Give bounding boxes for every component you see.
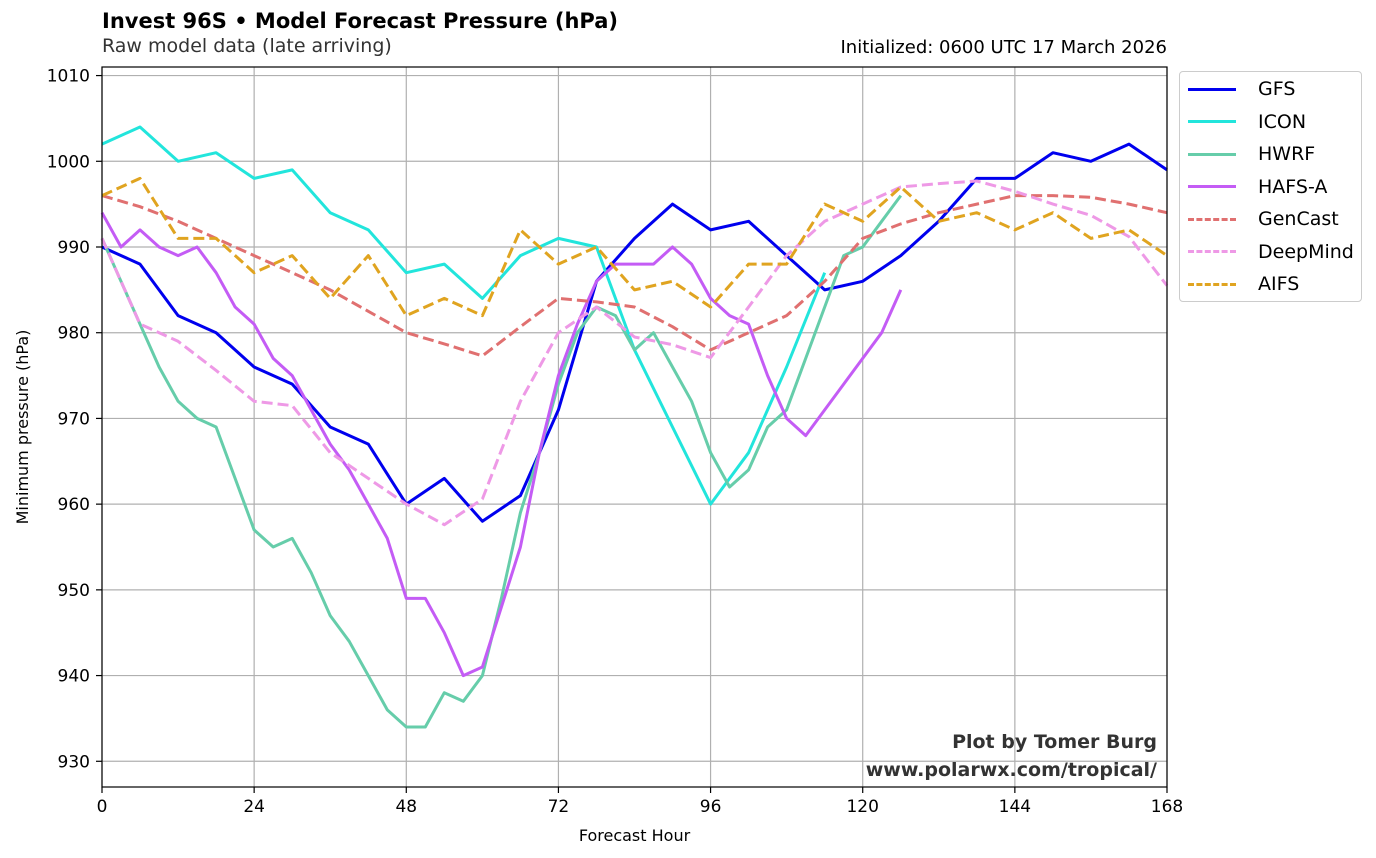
y-tick-label: 970 <box>58 409 90 429</box>
credit-url: www.polarwx.com/tropical/ <box>866 759 1157 781</box>
legend-label: HWRF <box>1258 143 1316 165</box>
y-tick-label: 930 <box>58 752 90 772</box>
legend-label: GenCast <box>1258 208 1339 230</box>
series-line-aifs <box>101 176 1168 318</box>
x-tick-label: 48 <box>395 797 417 817</box>
series-line-icon <box>101 125 827 506</box>
y-tick-label: 1010 <box>47 67 90 87</box>
legend-label: ICON <box>1258 110 1307 133</box>
legend-item-gencast: GenCast <box>1188 204 1339 234</box>
x-tick-label: 144 <box>999 797 1031 817</box>
legend-swatch <box>1188 120 1236 123</box>
chart-title: Invest 96S • Model Forecast Pressure (hP… <box>102 9 619 33</box>
grid-lines <box>101 67 1168 787</box>
y-tick-label: 990 <box>58 238 90 258</box>
legend-item-gfs: GFS <box>1188 74 1295 104</box>
series-line-hafs-a <box>100 211 903 678</box>
x-tick-label: 168 <box>1151 797 1183 817</box>
legend-swatch <box>1188 217 1236 221</box>
y-tick-label: 960 <box>58 495 90 515</box>
axis-ticks: 0 24 48 72 96 120 144 168 930 940 950 960 970 980 990 1… <box>47 67 1183 817</box>
plot-frame <box>101 66 1168 788</box>
chart-subtitle: Raw model data (late arriving) <box>102 35 392 57</box>
legend-item-hwrf: HWRF <box>1188 139 1315 169</box>
x-tick-label: 72 <box>548 797 570 817</box>
legend-swatch <box>1188 152 1236 156</box>
series-line-gfs <box>101 142 1168 523</box>
x-tick-label: 120 <box>846 797 878 817</box>
legend-swatch <box>1188 250 1236 253</box>
legend: GFS ICON HWRF HAFS-A GenCast DeepMind AIFS <box>1179 71 1362 302</box>
x-tick-label: 96 <box>700 797 722 817</box>
legend-item-aifs: AIFS <box>1188 269 1299 299</box>
credit-author: Plot by Tomer Burg <box>952 731 1157 753</box>
legend-label: AIFS <box>1258 273 1300 295</box>
initialized-time: Initialized: 0600 UTC 17 March 2026 <box>840 37 1167 58</box>
x-tick-label: 0 <box>97 797 108 817</box>
legend-label: DeepMind <box>1258 240 1354 263</box>
y-tick-label: 1000 <box>47 152 90 172</box>
legend-item-deepmind: DeepMind <box>1188 237 1354 267</box>
y-tick-label: 950 <box>58 581 90 601</box>
legend-label: GFS <box>1258 78 1296 100</box>
y-tick-label: 940 <box>58 667 90 687</box>
legend-label: HAFS-A <box>1258 175 1328 198</box>
legend-item-icon: ICON <box>1188 107 1306 137</box>
series-line-hwrf <box>100 194 903 729</box>
series-line-deepmind <box>100 179 1169 527</box>
x-axis-label: Forecast Hour <box>579 826 691 845</box>
series-layer <box>100 125 1169 729</box>
y-tick-label: 980 <box>58 324 90 344</box>
x-tick-label: 24 <box>243 797 265 817</box>
legend-item-hafs-a: HAFS-A <box>1188 172 1327 202</box>
series-line-gencast <box>101 194 1168 358</box>
legend-swatch <box>1188 282 1236 286</box>
legend-swatch <box>1188 185 1236 188</box>
y-axis-label: Minimum pressure (hPa) <box>13 330 32 525</box>
legend-swatch <box>1188 87 1236 91</box>
